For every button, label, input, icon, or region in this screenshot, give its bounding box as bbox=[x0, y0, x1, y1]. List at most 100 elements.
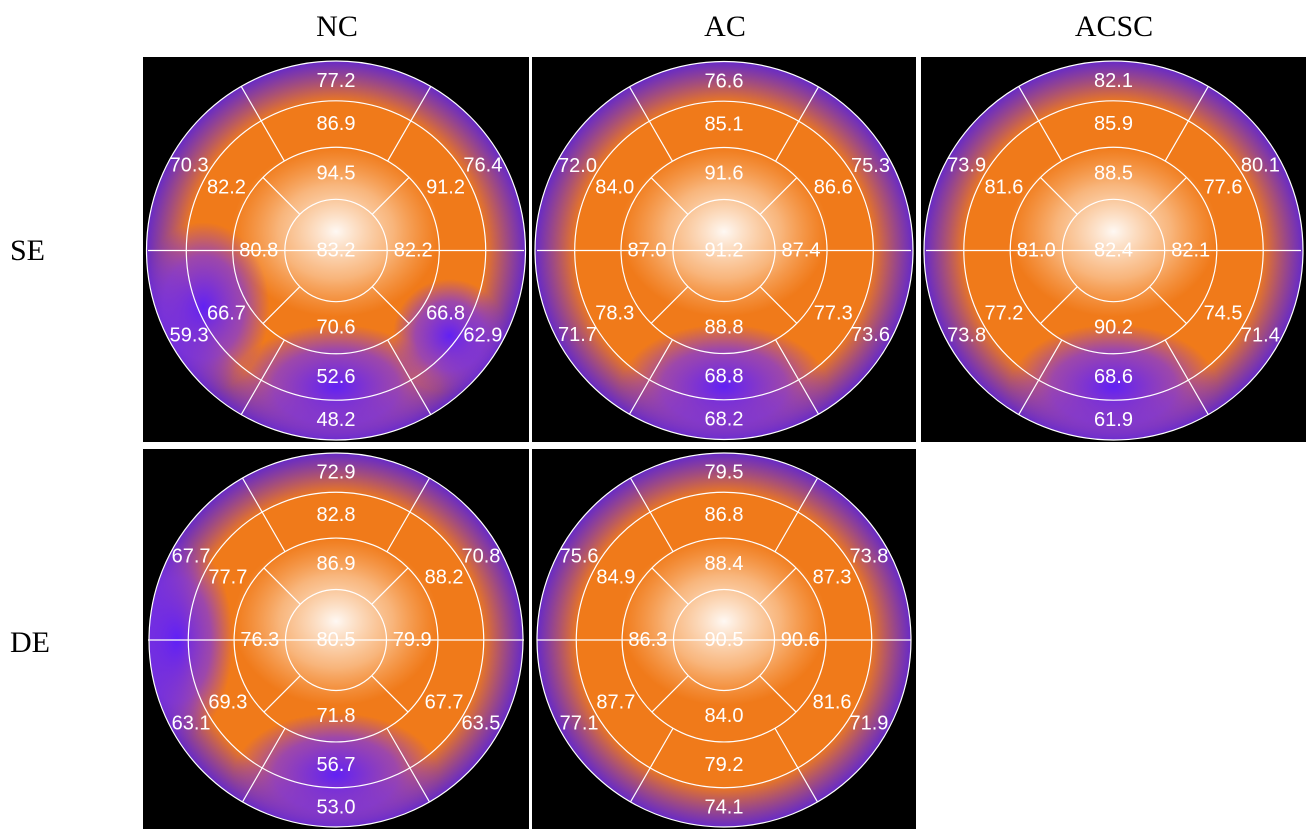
basal-segment-value: 79.5 bbox=[705, 462, 744, 484]
mid-segment-value: 69.3 bbox=[208, 691, 247, 713]
apical-segment-value: 88.4 bbox=[705, 553, 744, 575]
bullseye-svg: 82.4 90.2 81.0 88.5 82.1 68.6 61.9 77.273.8 81.6… bbox=[923, 60, 1304, 441]
basal-segment-value: 72.0 bbox=[558, 155, 597, 177]
apical-segment-value: 82.1 bbox=[1171, 240, 1210, 262]
mid-segment-value: 86.9 bbox=[317, 113, 356, 135]
mid-segment-value: 66.7 bbox=[207, 303, 246, 325]
apical-segment-value: 86.3 bbox=[628, 629, 667, 651]
polar-map-de-ac: 90.5 84.0 86.3 88.4 90.6 79.2 74.1 87.7 77.1 84.9… bbox=[532, 449, 916, 829]
mid-segment-value: 87.7 bbox=[596, 691, 635, 713]
apex-value: 90.5 bbox=[705, 629, 744, 651]
basal-segment-value: 71.4 bbox=[1241, 324, 1280, 346]
apical-segment-value: 82.2 bbox=[394, 240, 433, 262]
apical-segment-value: 79.9 bbox=[393, 629, 432, 651]
basal-segment-value: 71.7 bbox=[558, 324, 597, 346]
basal-segment-value: 71.9 bbox=[849, 713, 888, 735]
column-label-nc: NC bbox=[316, 10, 358, 43]
mid-segment-value: 81.6 bbox=[984, 176, 1023, 198]
basal-segment-value: 70.8 bbox=[461, 545, 500, 567]
column-label-acsc: ACSC bbox=[1074, 10, 1154, 43]
mid-segment-value: 91.2 bbox=[426, 176, 465, 198]
polar-map-se-nc: 83.2 70.6 80.8 94.5 82.2 52.6 48.2 66.7 59.3 82.2… bbox=[143, 57, 529, 442]
basal-segment-value: 68.2 bbox=[705, 409, 744, 431]
mid-segment-value: 86.8 bbox=[705, 504, 744, 526]
apical-segment-value: 90.6 bbox=[781, 629, 820, 651]
mid-segment-value: 77.3 bbox=[814, 303, 853, 325]
basal-segment-value: 70.3 bbox=[170, 155, 209, 177]
apical-segment-value: 90.2 bbox=[1094, 317, 1133, 339]
apical-segment-value: 70.6 bbox=[317, 317, 356, 339]
mid-segment-value: 77.7 bbox=[208, 567, 247, 589]
bullseye-svg: 83.2 70.6 80.8 94.5 82.2 52.6 48.2 66.759.3 82.2… bbox=[145, 60, 527, 441]
basal-segment-value: 76.4 bbox=[463, 155, 502, 177]
basal-segment-value: 63.5 bbox=[461, 713, 500, 735]
apical-segment-value: 81.0 bbox=[1017, 240, 1056, 262]
mid-segment-value: 78.3 bbox=[595, 303, 634, 325]
basal-segment-value: 73.8 bbox=[947, 324, 986, 346]
mid-segment-value: 68.6 bbox=[1094, 366, 1133, 388]
apical-segment-value: 86.9 bbox=[317, 553, 356, 575]
basal-segment-value: 61.9 bbox=[1094, 409, 1133, 431]
basal-segment-value: 82.1 bbox=[1094, 70, 1133, 92]
basal-segment-value: 73.6 bbox=[851, 324, 890, 346]
mid-segment-value: 85.9 bbox=[1094, 113, 1133, 135]
mid-segment-value: 66.8 bbox=[426, 303, 465, 325]
apical-segment-value: 87.4 bbox=[782, 240, 821, 262]
basal-segment-value: 77.1 bbox=[560, 713, 599, 735]
basal-segment-value: 75.6 bbox=[560, 545, 599, 567]
basal-segment-value: 77.2 bbox=[317, 70, 356, 92]
apical-segment-value: 94.5 bbox=[317, 162, 356, 184]
apex-value: 91.2 bbox=[705, 240, 744, 262]
basal-segment-value: 75.3 bbox=[851, 155, 890, 177]
polar-map-se-ac: 91.2 88.8 87.0 91.6 87.4 68.8 68.2 78.3 71.7 84.0… bbox=[532, 57, 916, 442]
mid-segment-value: 52.6 bbox=[317, 366, 356, 388]
mid-segment-value: 85.1 bbox=[705, 113, 744, 135]
basal-segment-value: 59.3 bbox=[170, 324, 209, 346]
mid-segment-value: 67.7 bbox=[425, 691, 464, 713]
basal-segment-value: 80.1 bbox=[1241, 155, 1280, 177]
apical-segment-value: 80.8 bbox=[239, 240, 278, 262]
basal-segment-value: 72.9 bbox=[317, 462, 356, 484]
polar-map-de-nc: 80.5 71.8 76.3 86.9 79.9 56.7 53.0 69.3 63.1 77.7… bbox=[143, 449, 529, 829]
apex-value: 82.4 bbox=[1094, 240, 1133, 262]
bullseye-svg: 80.5 71.8 76.3 86.9 79.9 56.7 53.0 69.363.1 77.7… bbox=[148, 452, 524, 828]
basal-segment-value: 76.6 bbox=[705, 70, 744, 92]
basal-segment-value: 67.7 bbox=[172, 545, 211, 567]
row-label-de: DE bbox=[10, 626, 50, 659]
apical-segment-value: 91.6 bbox=[705, 162, 744, 184]
mid-segment-value: 86.6 bbox=[814, 176, 853, 198]
mid-segment-value: 68.8 bbox=[705, 366, 744, 388]
basal-segment-value: 73.8 bbox=[849, 545, 888, 567]
polar-map-se-acsc: 82.4 90.2 81.0 88.5 82.1 68.6 61.9 77.2 73.8 81.6… bbox=[921, 57, 1306, 442]
mid-segment-value: 82.8 bbox=[317, 504, 356, 526]
mid-segment-value: 84.9 bbox=[596, 567, 635, 589]
mid-segment-value: 79.2 bbox=[705, 754, 744, 776]
bullseye-svg: 90.5 84.0 86.3 88.4 90.6 79.2 74.1 87.777.1 84.9… bbox=[536, 452, 912, 828]
mid-segment-value: 81.6 bbox=[813, 691, 852, 713]
basal-segment-value: 53.0 bbox=[317, 796, 356, 818]
apical-segment-value: 88.8 bbox=[705, 317, 744, 339]
mid-segment-value: 87.3 bbox=[813, 567, 852, 589]
apex-value: 80.5 bbox=[317, 629, 356, 651]
basal-segment-value: 74.1 bbox=[705, 796, 744, 818]
apical-segment-value: 87.0 bbox=[628, 240, 667, 262]
apical-segment-value: 84.0 bbox=[705, 705, 744, 727]
apical-segment-value: 76.3 bbox=[240, 629, 279, 651]
apical-segment-value: 71.8 bbox=[317, 705, 356, 727]
mid-segment-value: 84.0 bbox=[595, 176, 634, 198]
apex-value: 83.2 bbox=[317, 240, 356, 262]
basal-segment-value: 48.2 bbox=[317, 409, 356, 431]
mid-segment-value: 77.2 bbox=[984, 303, 1023, 325]
mid-segment-value: 77.6 bbox=[1204, 176, 1243, 198]
basal-segment-value: 73.9 bbox=[947, 155, 986, 177]
mid-segment-value: 56.7 bbox=[317, 754, 356, 776]
mid-segment-value: 74.5 bbox=[1204, 303, 1243, 325]
mid-segment-value: 82.2 bbox=[207, 176, 246, 198]
mid-segment-value: 88.2 bbox=[425, 567, 464, 589]
bullseye-svg: 91.2 88.8 87.0 91.6 87.4 68.8 68.2 78.371.7 84.0… bbox=[534, 60, 914, 441]
basal-segment-value: 63.1 bbox=[172, 713, 211, 735]
apical-segment-value: 88.5 bbox=[1094, 162, 1133, 184]
column-label-ac: AC bbox=[704, 10, 746, 43]
basal-segment-value: 62.9 bbox=[463, 324, 502, 346]
row-label-se: SE bbox=[10, 234, 46, 267]
